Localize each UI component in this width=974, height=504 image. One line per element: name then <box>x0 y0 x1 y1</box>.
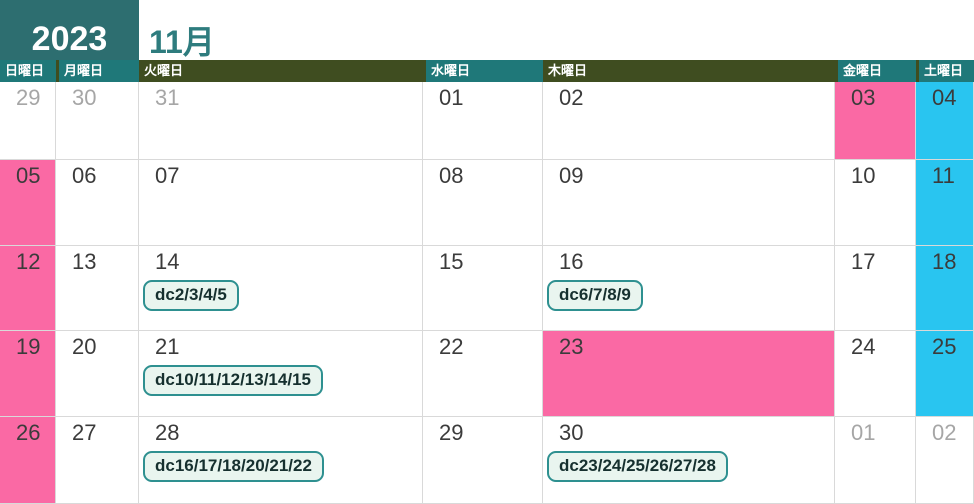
calendar-day-cell[interactable]: 14 dc2/3/4/5 <box>139 246 423 331</box>
day-number: 10 <box>851 163 876 188</box>
calendar-day-cell[interactable]: 30 <box>56 82 139 160</box>
calendar-day-cell[interactable]: 11 <box>916 160 974 246</box>
day-number: 02 <box>559 85 584 110</box>
weekday-header: 土曜日 <box>916 60 974 82</box>
day-number: 19 <box>16 334 41 359</box>
calendar-day-cell[interactable]: 17 <box>835 246 916 331</box>
calendar-day-cell[interactable]: 13 <box>56 246 139 331</box>
calendar-day-cell[interactable]: 05 <box>0 160 56 246</box>
weekday-header: 金曜日 <box>835 60 916 82</box>
day-number: 27 <box>72 420 97 445</box>
calendar-day-cell[interactable]: 24 <box>835 331 916 417</box>
weekday-header: 月曜日 <box>56 60 139 82</box>
event-badge[interactable]: dc6/7/8/9 <box>547 280 643 311</box>
day-number: 02 <box>932 420 957 445</box>
day-grid: 29 30 31 01 02 03 04 05 06 07 08 09 10 11 12 13 14 dc2/3/… <box>0 82 974 504</box>
calendar-day-cell[interactable]: 30 dc23/24/25/26/27/28 <box>543 417 835 504</box>
weekday-header: 木曜日 <box>543 60 835 82</box>
calendar-day-cell[interactable]: 01 <box>423 82 543 160</box>
weekday-header: 火曜日 <box>139 60 423 82</box>
day-number: 03 <box>851 85 876 110</box>
calendar-day-cell[interactable]: 09 <box>543 160 835 246</box>
event-badge[interactable]: dc23/24/25/26/27/28 <box>547 451 728 482</box>
calendar-day-cell[interactable]: 02 <box>543 82 835 160</box>
title-bar: 2023 11月 <box>0 0 974 60</box>
year-label: 2023 <box>31 20 108 58</box>
day-number: 07 <box>155 163 180 188</box>
day-number: 30 <box>72 85 97 110</box>
day-number: 24 <box>851 334 876 359</box>
day-number: 08 <box>439 163 464 188</box>
calendar-day-cell[interactable]: 15 <box>423 246 543 331</box>
day-number: 28 <box>155 420 180 445</box>
calendar-day-cell[interactable]: 01 <box>835 417 916 504</box>
day-number: 20 <box>72 334 97 359</box>
weekday-header: 水曜日 <box>423 60 543 82</box>
calendar-day-cell[interactable]: 03 <box>835 82 916 160</box>
day-number: 29 <box>439 420 464 445</box>
day-number: 05 <box>16 163 41 188</box>
day-number: 22 <box>439 334 464 359</box>
calendar-day-cell[interactable]: 19 <box>0 331 56 417</box>
calendar-day-cell[interactable]: 29 <box>0 82 56 160</box>
day-number: 13 <box>72 249 97 274</box>
day-number: 17 <box>851 249 876 274</box>
event-badge[interactable]: dc16/17/18/20/21/22 <box>143 451 324 482</box>
calendar-day-cell[interactable]: 12 <box>0 246 56 331</box>
year-box: 2023 <box>0 0 139 60</box>
calendar-day-cell[interactable]: 02 <box>916 417 974 504</box>
calendar-day-cell[interactable]: 27 <box>56 417 139 504</box>
event-badge[interactable]: dc10/11/12/13/14/15 <box>143 365 323 396</box>
day-number: 14 <box>155 249 180 274</box>
weekday-header-row: 日曜日 月曜日 火曜日 水曜日 木曜日 金曜日 土曜日 <box>0 60 974 82</box>
day-number: 15 <box>439 249 464 274</box>
day-number: 09 <box>559 163 584 188</box>
day-number: 23 <box>559 334 584 359</box>
day-number: 29 <box>16 85 41 110</box>
calendar-day-cell[interactable]: 16 dc6/7/8/9 <box>543 246 835 331</box>
event-badge[interactable]: dc2/3/4/5 <box>143 280 239 311</box>
calendar-day-cell[interactable]: 22 <box>423 331 543 417</box>
calendar-day-cell[interactable]: 07 <box>139 160 423 246</box>
day-number: 16 <box>559 249 584 274</box>
calendar-day-cell[interactable]: 29 <box>423 417 543 504</box>
calendar-day-cell[interactable]: 18 <box>916 246 974 331</box>
month-label: 11月 <box>149 24 215 60</box>
day-number: 25 <box>932 334 957 359</box>
calendar-day-cell[interactable]: 10 <box>835 160 916 246</box>
calendar-day-cell[interactable]: 04 <box>916 82 974 160</box>
day-number: 18 <box>932 249 957 274</box>
day-number: 31 <box>155 85 180 110</box>
calendar-day-cell[interactable]: 23 <box>543 331 835 417</box>
calendar-day-cell[interactable]: 25 <box>916 331 974 417</box>
calendar-day-cell[interactable]: 20 <box>56 331 139 417</box>
day-number: 01 <box>851 420 876 445</box>
weekday-header: 日曜日 <box>0 60 56 82</box>
calendar-day-cell[interactable]: 31 <box>139 82 423 160</box>
day-number: 11 <box>932 163 955 188</box>
day-number: 06 <box>72 163 97 188</box>
day-number: 12 <box>16 249 41 274</box>
day-number: 30 <box>559 420 584 445</box>
calendar-day-cell[interactable]: 06 <box>56 160 139 246</box>
day-number: 04 <box>932 85 957 110</box>
calendar-day-cell[interactable]: 21 dc10/11/12/13/14/15 <box>139 331 423 417</box>
calendar-day-cell[interactable]: 08 <box>423 160 543 246</box>
calendar-day-cell[interactable]: 26 <box>0 417 56 504</box>
day-number: 21 <box>155 334 180 359</box>
calendar-day-cell[interactable]: 28 dc16/17/18/20/21/22 <box>139 417 423 504</box>
day-number: 26 <box>16 420 41 445</box>
day-number: 01 <box>439 85 464 110</box>
